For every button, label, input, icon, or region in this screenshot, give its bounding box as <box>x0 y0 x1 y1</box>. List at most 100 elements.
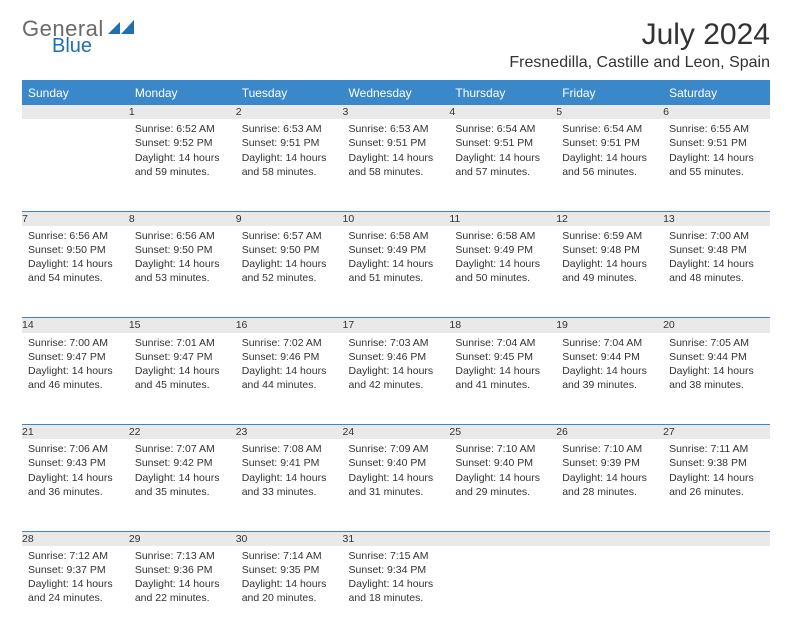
day-cell <box>22 119 129 211</box>
day-number: 6 <box>663 105 770 120</box>
day-cell: Sunrise: 7:09 AMSunset: 9:40 PMDaylight:… <box>343 439 450 531</box>
sunrise-text: Sunrise: 6:58 AM <box>349 229 444 243</box>
day-cell: Sunrise: 6:57 AMSunset: 9:50 PMDaylight:… <box>236 226 343 318</box>
day-number: 20 <box>663 318 770 333</box>
day-number: 30 <box>236 531 343 546</box>
daylight-text: Daylight: 14 hours and 31 minutes. <box>349 471 444 499</box>
daylight-text: Daylight: 14 hours and 36 minutes. <box>28 471 123 499</box>
day-cell: Sunrise: 7:01 AMSunset: 9:47 PMDaylight:… <box>129 333 236 425</box>
daylight-text: Daylight: 14 hours and 41 minutes. <box>455 364 550 392</box>
day-number: 17 <box>343 318 450 333</box>
sunrise-text: Sunrise: 7:15 AM <box>349 549 444 563</box>
day-cell: Sunrise: 7:08 AMSunset: 9:41 PMDaylight:… <box>236 439 343 531</box>
weekday-header: Monday <box>129 81 236 105</box>
sunset-text: Sunset: 9:49 PM <box>349 243 444 257</box>
daylight-text: Daylight: 14 hours and 55 minutes. <box>669 151 764 179</box>
week-row: Sunrise: 6:56 AMSunset: 9:50 PMDaylight:… <box>22 226 770 318</box>
day-number: 12 <box>556 211 663 226</box>
daylight-text: Daylight: 14 hours and 51 minutes. <box>349 257 444 285</box>
sunset-text: Sunset: 9:51 PM <box>349 136 444 150</box>
sunset-text: Sunset: 9:47 PM <box>135 350 230 364</box>
sunset-text: Sunset: 9:45 PM <box>455 350 550 364</box>
sunrise-text: Sunrise: 7:14 AM <box>242 549 337 563</box>
sunset-text: Sunset: 9:51 PM <box>455 136 550 150</box>
day-number <box>449 531 556 546</box>
sunrise-text: Sunrise: 7:09 AM <box>349 442 444 456</box>
day-number: 14 <box>22 318 129 333</box>
sunrise-text: Sunrise: 7:04 AM <box>562 336 657 350</box>
day-number: 29 <box>129 531 236 546</box>
day-cell: Sunrise: 7:07 AMSunset: 9:42 PMDaylight:… <box>129 439 236 531</box>
sunset-text: Sunset: 9:43 PM <box>28 456 123 470</box>
sunset-text: Sunset: 9:49 PM <box>455 243 550 257</box>
sunset-text: Sunset: 9:50 PM <box>28 243 123 257</box>
day-cell: Sunrise: 7:05 AMSunset: 9:44 PMDaylight:… <box>663 333 770 425</box>
day-number: 23 <box>236 425 343 440</box>
sunset-text: Sunset: 9:38 PM <box>669 456 764 470</box>
weekday-header: Thursday <box>449 81 556 105</box>
sunrise-text: Sunrise: 7:13 AM <box>135 549 230 563</box>
day-cell: Sunrise: 7:12 AMSunset: 9:37 PMDaylight:… <box>22 546 129 638</box>
sunset-text: Sunset: 9:51 PM <box>562 136 657 150</box>
sunrise-text: Sunrise: 6:54 AM <box>455 122 550 136</box>
page-header: General Blue July 2024 Fresnedilla, Cast… <box>22 18 770 72</box>
calendar-body: 123456Sunrise: 6:52 AMSunset: 9:52 PMDay… <box>22 105 770 638</box>
sunrise-text: Sunrise: 7:02 AM <box>242 336 337 350</box>
sunset-text: Sunset: 9:50 PM <box>242 243 337 257</box>
day-cell: Sunrise: 7:14 AMSunset: 9:35 PMDaylight:… <box>236 546 343 638</box>
day-cell: Sunrise: 7:04 AMSunset: 9:45 PMDaylight:… <box>449 333 556 425</box>
sunrise-text: Sunrise: 6:53 AM <box>349 122 444 136</box>
day-cell: Sunrise: 7:10 AMSunset: 9:40 PMDaylight:… <box>449 439 556 531</box>
day-number: 7 <box>22 211 129 226</box>
daylight-text: Daylight: 14 hours and 35 minutes. <box>135 471 230 499</box>
sunset-text: Sunset: 9:44 PM <box>669 350 764 364</box>
day-number: 4 <box>449 105 556 120</box>
day-cell: Sunrise: 6:55 AMSunset: 9:51 PMDaylight:… <box>663 119 770 211</box>
sunrise-text: Sunrise: 7:10 AM <box>455 442 550 456</box>
daylight-text: Daylight: 14 hours and 52 minutes. <box>242 257 337 285</box>
day-number: 1 <box>129 105 236 120</box>
weekday-header: Wednesday <box>343 81 450 105</box>
day-cell: Sunrise: 6:58 AMSunset: 9:49 PMDaylight:… <box>343 226 450 318</box>
day-number: 31 <box>343 531 450 546</box>
sunset-text: Sunset: 9:35 PM <box>242 563 337 577</box>
day-number: 19 <box>556 318 663 333</box>
sunrise-text: Sunrise: 6:56 AM <box>28 229 123 243</box>
day-cell: Sunrise: 6:54 AMSunset: 9:51 PMDaylight:… <box>556 119 663 211</box>
weekday-header: Tuesday <box>236 81 343 105</box>
sunset-text: Sunset: 9:39 PM <box>562 456 657 470</box>
day-number: 25 <box>449 425 556 440</box>
sunset-text: Sunset: 9:47 PM <box>28 350 123 364</box>
day-number: 10 <box>343 211 450 226</box>
location-subtitle: Fresnedilla, Castille and Leon, Spain <box>509 54 770 72</box>
day-number: 8 <box>129 211 236 226</box>
day-number: 28 <box>22 531 129 546</box>
sunset-text: Sunset: 9:52 PM <box>135 136 230 150</box>
daylight-text: Daylight: 14 hours and 57 minutes. <box>455 151 550 179</box>
weekday-header: Sunday <box>22 81 129 105</box>
daylight-text: Daylight: 14 hours and 28 minutes. <box>562 471 657 499</box>
day-number: 2 <box>236 105 343 120</box>
sunrise-text: Sunrise: 6:53 AM <box>242 122 337 136</box>
sunset-text: Sunset: 9:46 PM <box>349 350 444 364</box>
daylight-text: Daylight: 14 hours and 59 minutes. <box>135 151 230 179</box>
sunrise-text: Sunrise: 6:58 AM <box>455 229 550 243</box>
day-number: 11 <box>449 211 556 226</box>
week-row: Sunrise: 7:00 AMSunset: 9:47 PMDaylight:… <box>22 333 770 425</box>
day-cell: Sunrise: 6:53 AMSunset: 9:51 PMDaylight:… <box>236 119 343 211</box>
sunrise-text: Sunrise: 6:55 AM <box>669 122 764 136</box>
day-cell: Sunrise: 7:00 AMSunset: 9:47 PMDaylight:… <box>22 333 129 425</box>
daylight-text: Daylight: 14 hours and 26 minutes. <box>669 471 764 499</box>
day-cell: Sunrise: 7:04 AMSunset: 9:44 PMDaylight:… <box>556 333 663 425</box>
daylight-text: Daylight: 14 hours and 48 minutes. <box>669 257 764 285</box>
daynum-row: 14151617181920 <box>22 318 770 333</box>
sunrise-text: Sunrise: 6:59 AM <box>562 229 657 243</box>
daylight-text: Daylight: 14 hours and 24 minutes. <box>28 577 123 605</box>
day-number: 22 <box>129 425 236 440</box>
sunrise-text: Sunrise: 7:03 AM <box>349 336 444 350</box>
day-cell: Sunrise: 7:06 AMSunset: 9:43 PMDaylight:… <box>22 439 129 531</box>
sunset-text: Sunset: 9:46 PM <box>242 350 337 364</box>
daylight-text: Daylight: 14 hours and 39 minutes. <box>562 364 657 392</box>
daynum-row: 28293031 <box>22 531 770 546</box>
day-cell: Sunrise: 7:03 AMSunset: 9:46 PMDaylight:… <box>343 333 450 425</box>
